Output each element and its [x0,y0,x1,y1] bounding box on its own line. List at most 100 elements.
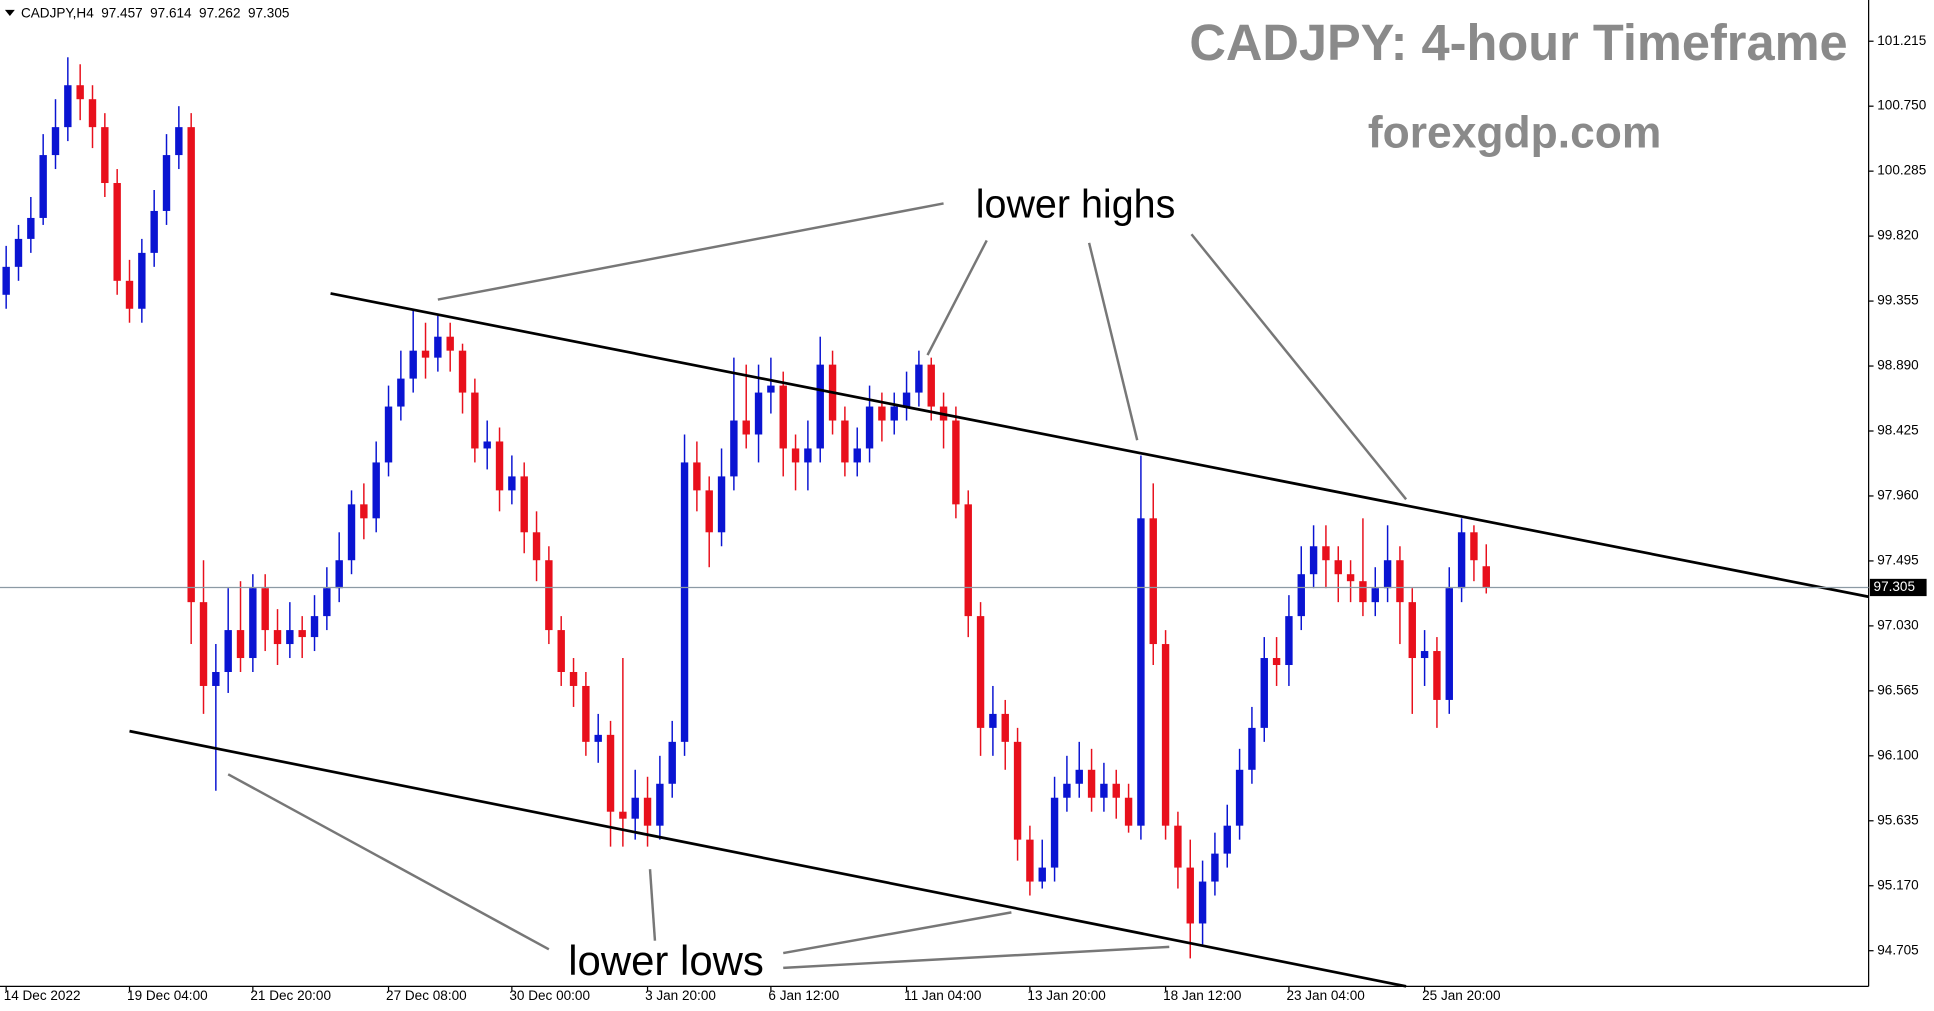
candle-body [372,462,380,519]
candle-body [273,630,282,645]
candle-body [347,504,356,561]
symbol-menu-icon[interactable] [4,9,15,17]
pointer-line [227,773,550,951]
candle-body [1371,588,1379,603]
candle-body [335,560,343,589]
y-tick-label: 100.750 [1877,98,1926,113]
x-tick-label: 19 Dec 04:00 [127,988,208,1003]
candle-body [1457,532,1466,589]
y-tick-label: 99.820 [1877,228,1918,243]
candle-body [902,392,911,407]
candle-body [964,504,972,617]
y-tick-label: 98.890 [1877,358,1918,373]
candle-body [471,392,479,449]
candle-body [804,448,812,463]
candle-body [853,448,861,463]
candle-body [483,441,491,449]
candle-body [1408,602,1416,659]
pointer-line [1087,242,1139,441]
candle-body [668,741,676,784]
candles [2,57,1490,959]
candle-body [952,420,960,505]
candle-body [249,588,257,659]
pointer-line [783,945,1170,970]
candle-body [1445,588,1453,700]
candle-body [693,462,701,491]
candle-body [101,127,109,184]
candle-body [1124,797,1133,826]
chart-title: CADJPY: 4-hour Timeframe [1189,14,1847,71]
candle-body [1211,853,1219,882]
candle-body [742,420,750,435]
candle-body [1260,658,1268,728]
pointers [227,202,1408,970]
candle-body [1482,566,1490,588]
pointer-line [783,911,1012,955]
y-tick-label: 99.355 [1877,293,1918,308]
candle-body [1235,769,1244,826]
candle-body [1001,713,1009,742]
chart-subtitle: forexgdp.com [1368,108,1661,157]
candle-body [212,671,220,686]
candle-body [791,448,800,463]
candle-body [1038,867,1046,882]
candle-body [236,630,245,659]
candle-body [927,364,935,407]
candle-body [458,350,467,393]
annotation: lower lows [568,937,764,984]
annotation: lower highs [976,183,1176,227]
candle-body [1322,546,1330,561]
candle-body [421,350,430,358]
candle-body [1112,783,1120,798]
candle-body [890,406,898,421]
upper-trendline [330,292,1869,599]
x-tick-label: 11 Jan 04:00 [904,988,981,1003]
candle-body [656,783,664,826]
candle-body [162,155,171,211]
ohlc-low: 97.262 [199,5,240,20]
candle-body [1137,518,1145,826]
candle-body [1359,581,1367,603]
candle-body [1198,881,1207,924]
y-tick-label: 97.495 [1877,553,1918,568]
candle-body [545,560,553,631]
candle-body [582,685,590,742]
x-tick-label: 18 Jan 12:00 [1163,988,1241,1003]
symbol: CADJPY,H4 [21,5,94,20]
candle-body [286,630,294,645]
candle-body [779,385,787,449]
x-tick-label: 6 Jan 12:00 [768,988,839,1003]
x-tick-label: 14 Dec 2022 [4,988,81,1003]
candle-body [175,127,183,156]
y-tick-label: 100.285 [1877,163,1926,178]
candle-body [323,588,331,617]
ohlc-high: 97.614 [150,5,192,20]
candle-body [569,671,578,686]
ohlc-open: 97.457 [101,5,142,20]
candle-body [1285,616,1293,666]
candle-body [51,127,60,156]
y-tick-label: 96.565 [1877,682,1918,697]
candle-body [113,183,121,281]
x-tick-label: 21 Dec 20:00 [250,988,331,1003]
candle-body [557,630,565,672]
y-tick-label: 97.960 [1877,488,1918,503]
candle-body [631,797,639,819]
current-price-label: 97.305 [1874,579,1915,594]
candle-body [1248,727,1256,770]
candle-body [1433,651,1441,700]
ohlc-close: 97.305 [248,5,289,20]
y-tick-label: 95.170 [1877,877,1918,892]
candle-body [1334,560,1342,575]
candle-body [643,797,652,826]
candle-body [1149,518,1157,645]
lower-trendline [129,729,1407,988]
candle-body [360,504,368,519]
candle-body [397,378,405,407]
candle-body [199,602,208,686]
candle-body [606,734,615,812]
candle-body [754,392,763,435]
candle-body [619,811,627,819]
candle-body [520,476,528,533]
